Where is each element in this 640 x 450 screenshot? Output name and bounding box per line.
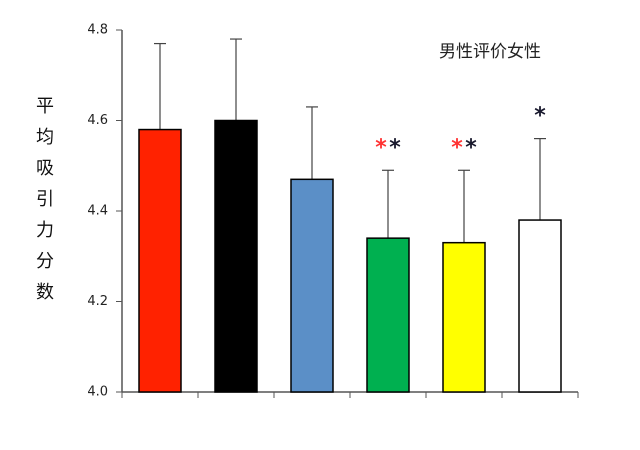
y-tick-label: 4.0	[87, 385, 108, 400]
significance-star: *	[465, 135, 477, 160]
significance-star: *	[389, 135, 401, 160]
bar	[214, 119, 258, 393]
y-axis-label: 平均吸引力分数	[33, 96, 54, 313]
significance-star: *	[534, 104, 546, 129]
y-tick-label: 4.4	[87, 204, 108, 219]
significance-star: *	[451, 135, 463, 160]
bar	[518, 219, 562, 393]
y-tick-label: 4.2	[87, 294, 108, 309]
bar	[290, 178, 334, 393]
bar	[138, 128, 182, 393]
bar	[366, 237, 410, 393]
y-tick-label: 4.8	[87, 23, 108, 38]
y-tick-label: 4.6	[87, 113, 108, 128]
significance-star: *	[375, 135, 387, 160]
annotation: 男性评价女性	[439, 42, 541, 62]
bar	[442, 241, 486, 393]
